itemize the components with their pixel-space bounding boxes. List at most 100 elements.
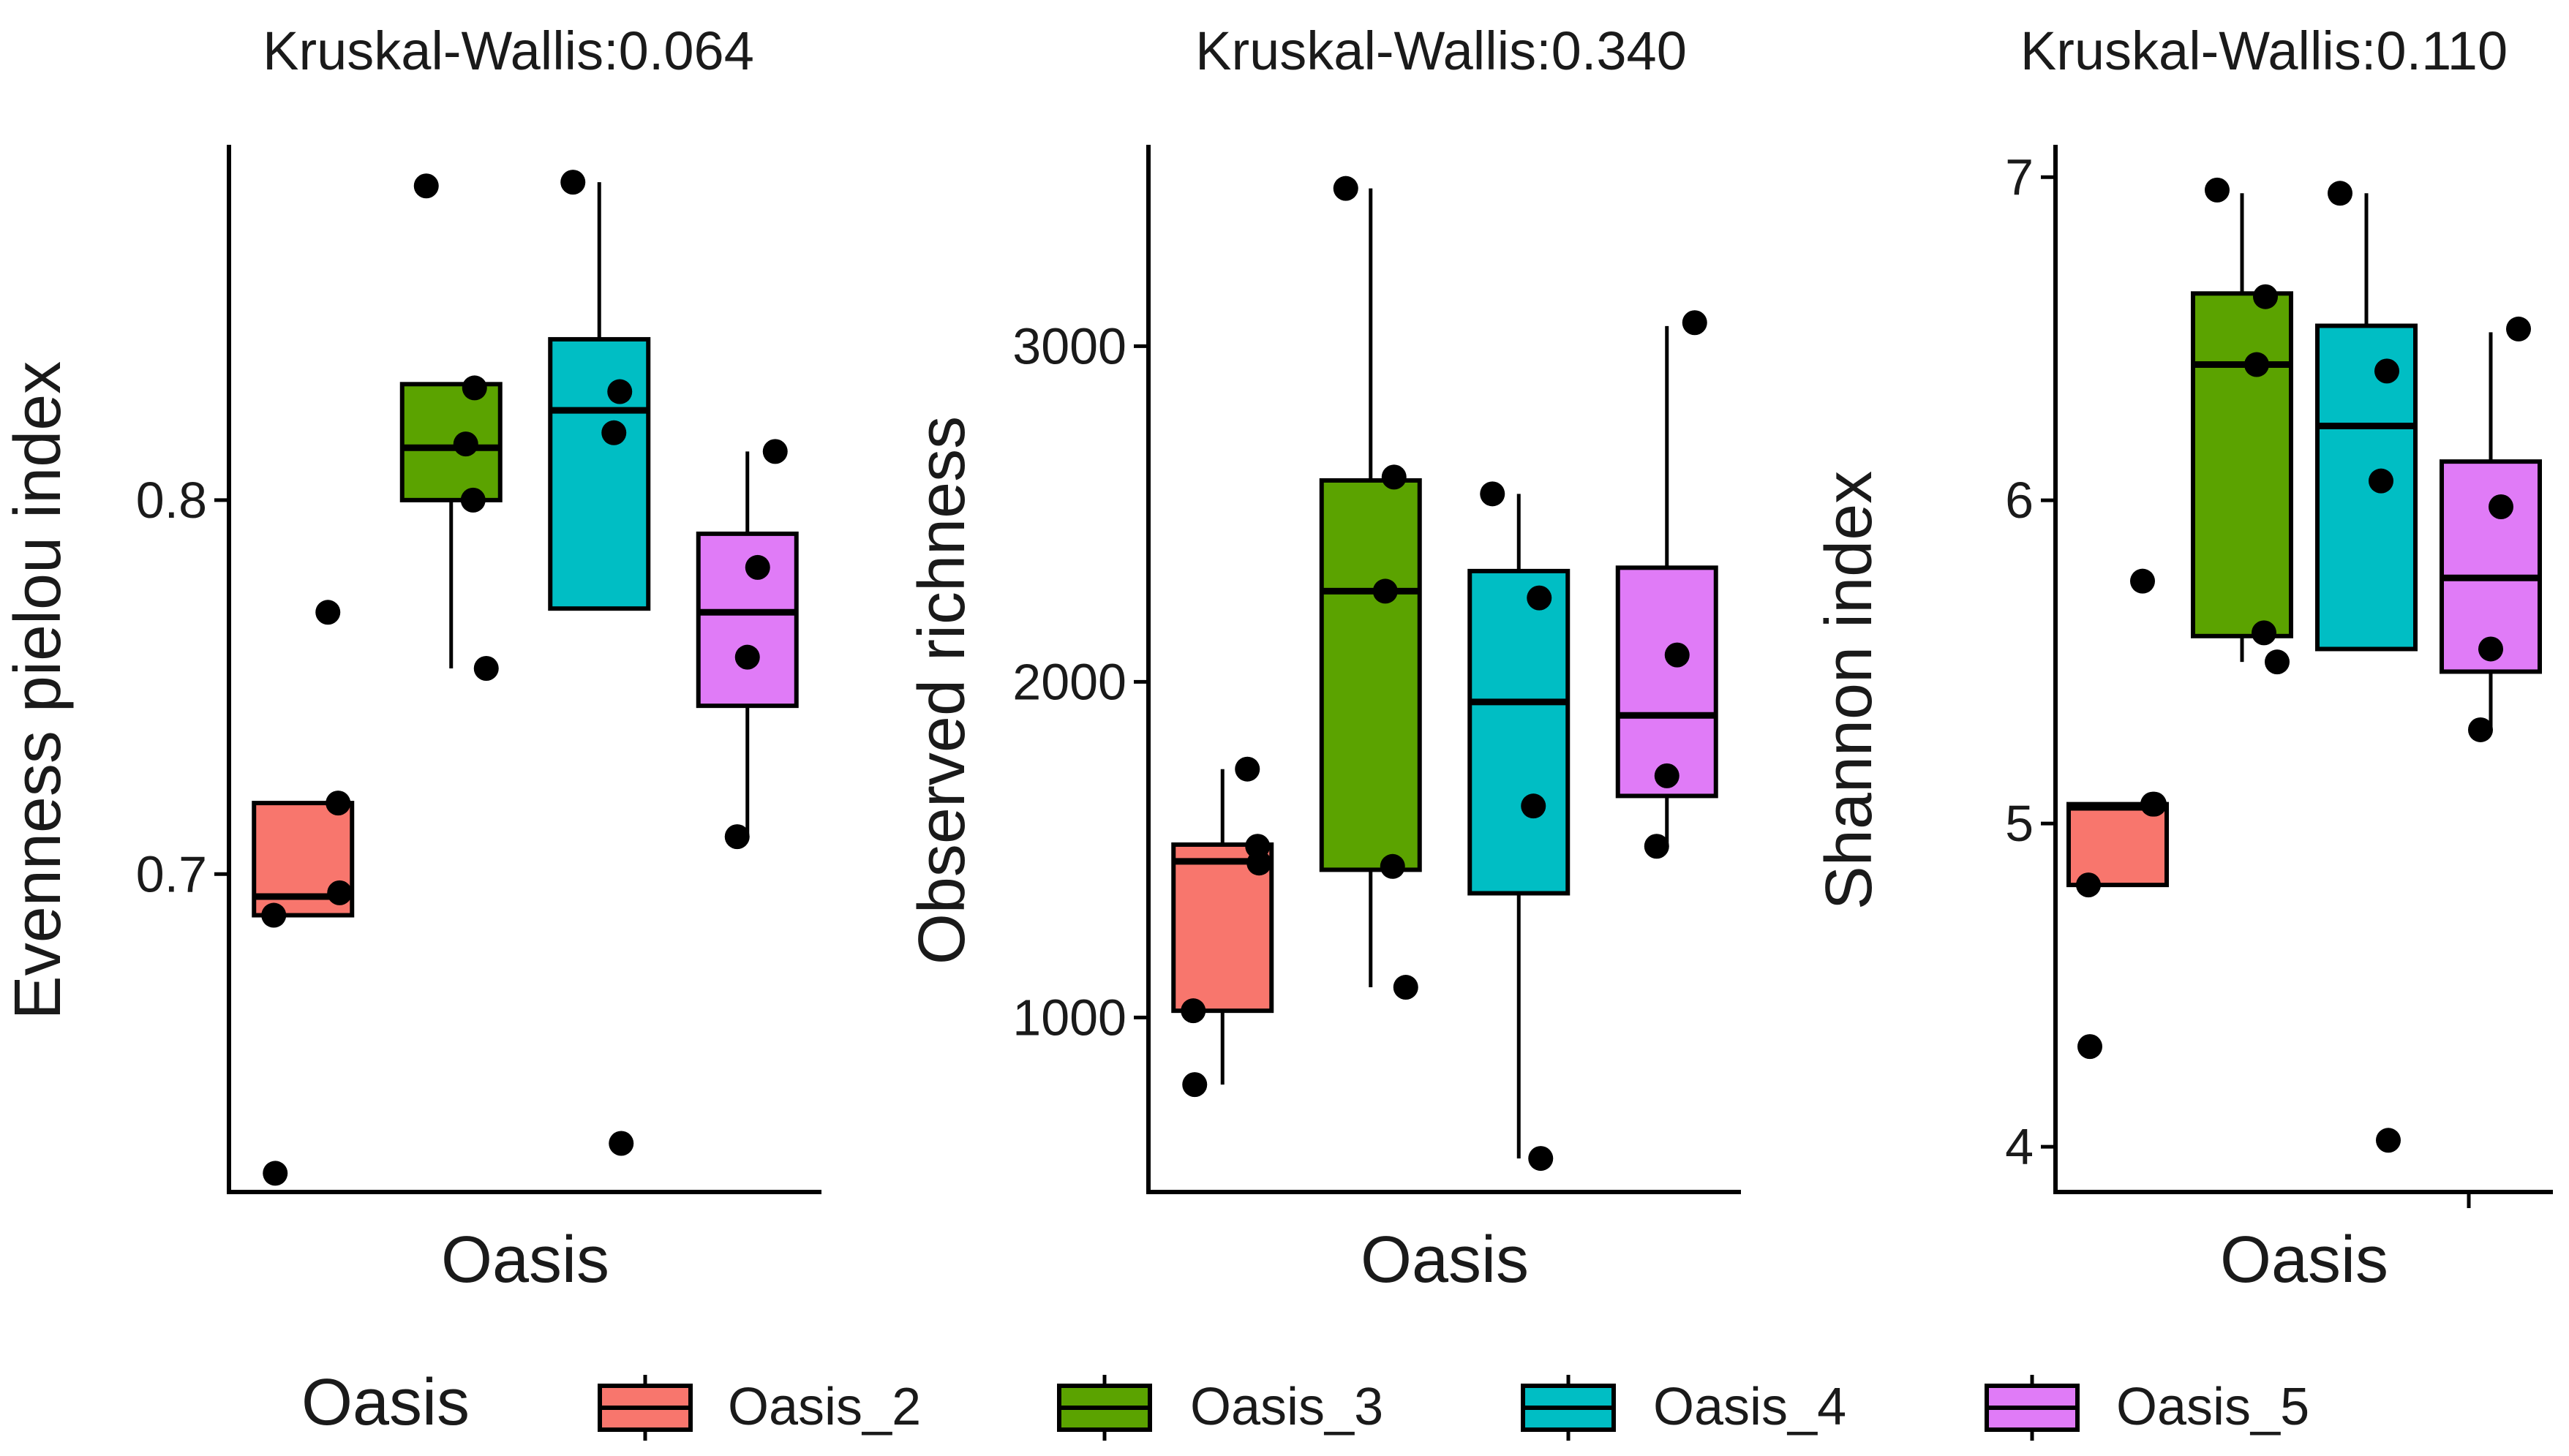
- data-point: [2506, 316, 2531, 342]
- y-tick-label: 0.7: [136, 845, 207, 902]
- data-point: [327, 880, 353, 905]
- data-point: [1380, 853, 1405, 879]
- data-point: [261, 902, 287, 928]
- panel-3: Kruskal-Wallis:0.110 4 5 6 7 Shannon index Oas…: [1813, 20, 2553, 1297]
- data-point: [745, 554, 770, 580]
- data-point: [1372, 578, 1398, 604]
- y-tick-label: 4: [2005, 1118, 2034, 1175]
- legend-item-Oasis_4: Oasis_4: [1521, 1375, 1846, 1441]
- legend-item-Oasis_5: Oasis_5: [1985, 1375, 2309, 1441]
- y-axis-title: Evenness pielou index: [1, 361, 75, 1020]
- box-Oasis_2: [2066, 568, 2169, 1060]
- data-point: [315, 600, 341, 625]
- y-tick-label: 3000: [1012, 317, 1126, 374]
- data-point: [1527, 585, 1552, 611]
- box-iqr: [399, 382, 503, 502]
- x-axis-title: Oasis: [2220, 1223, 2388, 1297]
- panel-1: Kruskal-Wallis:0.064 0.7 0.8 Evenness pielo…: [1, 20, 821, 1297]
- data-point: [1182, 1072, 1208, 1098]
- data-point: [1644, 834, 1669, 859]
- y-tick-label: 0.8: [136, 472, 207, 529]
- data-point: [560, 170, 586, 195]
- x-axis-title: Oasis: [1361, 1223, 1529, 1297]
- box-iqr: [2191, 291, 2293, 638]
- data-point: [2374, 358, 2399, 384]
- data-point: [2205, 177, 2230, 203]
- data-point: [607, 379, 633, 404]
- data-point: [1235, 756, 1260, 782]
- data-point: [609, 1131, 634, 1156]
- data-point: [2489, 494, 2513, 520]
- data-point: [2328, 181, 2352, 206]
- data-point: [1664, 642, 1690, 668]
- data-point: [2076, 872, 2101, 898]
- data-point: [2244, 352, 2269, 377]
- data-point: [1246, 850, 1272, 876]
- data-point: [2252, 620, 2276, 646]
- data-point: [2130, 568, 2155, 594]
- data-point: [601, 420, 627, 445]
- legend-label: Oasis_5: [2116, 1378, 2309, 1436]
- data-point: [1654, 763, 1680, 788]
- data-point: [2376, 1128, 2401, 1153]
- data-point: [2478, 636, 2503, 662]
- data-point: [453, 431, 478, 457]
- legend: Oasis Oasis_2 Oasis_3 Oasis_4 Oasis_5: [301, 1366, 2309, 1441]
- box-iqr: [1615, 565, 1718, 799]
- box-Oasis_4: [1467, 481, 1571, 1172]
- data-point: [2077, 1034, 2102, 1060]
- box-Oasis_3: [1319, 176, 1422, 1000]
- box-iqr: [2066, 801, 2169, 888]
- data-point: [734, 644, 760, 670]
- data-point: [1181, 998, 1206, 1024]
- box-iqr: [1467, 568, 1571, 896]
- box-Oasis_2: [1171, 756, 1274, 1098]
- legend-item-Oasis_3: Oasis_3: [1057, 1375, 1383, 1441]
- data-point: [2369, 468, 2393, 494]
- data-point: [413, 173, 439, 199]
- data-point: [263, 1161, 288, 1186]
- y-axis-title: Observed richness: [906, 416, 979, 965]
- data-point: [473, 656, 499, 681]
- legend-label: Oasis_2: [728, 1378, 921, 1436]
- y-tick-label: 7: [2005, 148, 2034, 205]
- data-point: [460, 487, 486, 513]
- box-Oasis_5: [1615, 310, 1718, 859]
- data-point: [1682, 310, 1707, 336]
- box-Oasis_2: [252, 600, 355, 1186]
- legend-item-Oasis_2: Oasis_2: [598, 1375, 921, 1441]
- box-Oasis_3: [399, 173, 503, 681]
- y-tick-label: 6: [2005, 472, 2034, 529]
- data-point: [1381, 464, 1407, 490]
- panel-title: Kruskal-Wallis:0.110: [2020, 20, 2508, 81]
- data-point: [2468, 717, 2493, 742]
- data-point: [2253, 284, 2278, 309]
- data-point: [462, 375, 487, 401]
- box-Oasis_4: [548, 170, 651, 1156]
- data-point: [1333, 176, 1358, 201]
- data-point: [1393, 975, 1418, 1000]
- legend-label: Oasis_4: [1653, 1378, 1846, 1436]
- data-point: [1480, 481, 1505, 507]
- data-point: [1521, 793, 1546, 819]
- box-Oasis_4: [2315, 181, 2418, 1153]
- box-iqr: [548, 336, 651, 611]
- box-iqr: [696, 531, 799, 709]
- data-point: [762, 439, 788, 464]
- legend-title: Oasis: [301, 1366, 470, 1439]
- data-point: [2142, 791, 2167, 817]
- data-point: [1528, 1146, 1554, 1172]
- data-point: [724, 824, 750, 850]
- panel-2: Kruskal-Wallis:0.340 1000 2000 3000 Observed…: [906, 20, 1741, 1297]
- y-tick-label: 1000: [1012, 989, 1126, 1046]
- y-tick-label: 2000: [1012, 653, 1126, 710]
- box-iqr: [2315, 323, 2418, 652]
- box-iqr: [1319, 478, 1422, 872]
- legend-label: Oasis_3: [1190, 1378, 1383, 1436]
- box-Oasis_5: [2440, 316, 2542, 742]
- x-axis-title: Oasis: [441, 1223, 609, 1297]
- data-point: [2265, 649, 2290, 675]
- data-point: [326, 791, 351, 816]
- box-Oasis_5: [696, 439, 799, 850]
